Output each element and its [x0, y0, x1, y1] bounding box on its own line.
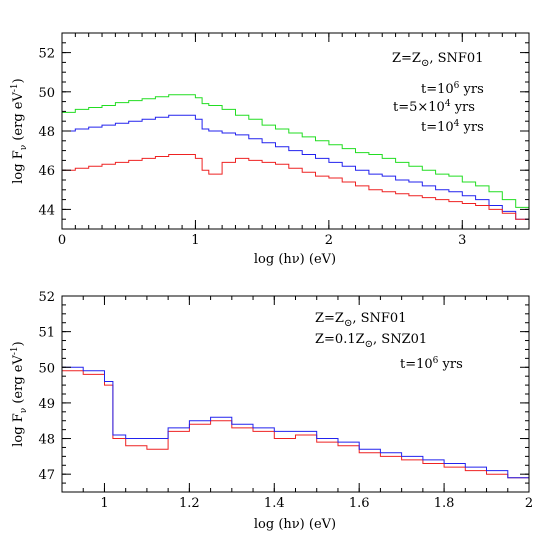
xlabel-bottom: log (hν) (eV) — [254, 517, 336, 532]
series-line-top-2 — [62, 154, 529, 227]
y-tick-label: 51 — [38, 326, 55, 341]
x-tick-label: 1.2 — [179, 496, 200, 511]
legend-top-series-1: t=5×104 yrs — [393, 99, 475, 115]
tick-layer-bottom: 1 1.2 1.4 1.6 1.8 2 47 48 49 50 51 52 — [38, 290, 533, 511]
x-tick-label: 2 — [525, 496, 533, 511]
legend-top-series-0: t=106 yrs — [421, 81, 484, 97]
legend-bottom-series-1: Z=0.1Z⊙, SNZ01 — [315, 332, 427, 350]
annotation-bottom: t=106 yrs — [400, 356, 463, 372]
y-tick-label: 48 — [38, 125, 55, 140]
y-tick-label: 50 — [38, 361, 55, 376]
chart-top: 0 1 2 3 44 46 48 50 52 log Fν (erg eV-1) log (hν… — [10, 32, 530, 267]
series-line-bottom-0 — [62, 370, 529, 485]
xlabel-top: log (hν) (eV) — [254, 252, 336, 267]
series-line-top-1 — [62, 114, 529, 227]
x-tick-label: 1.8 — [434, 496, 455, 511]
y-tick-label: 48 — [38, 433, 55, 448]
y-tick-label: 49 — [38, 397, 55, 412]
ylabel-bottom: log Fν (erg eV-1) — [10, 341, 29, 446]
tick-layer-top: 0 1 2 3 44 46 48 50 52 — [38, 32, 530, 248]
series-line-top-0 — [62, 94, 529, 218]
y-tick-label: 47 — [38, 468, 55, 483]
legend-bottom-series-0: Z=Z⊙, SNF01 — [315, 311, 406, 329]
x-tick-label: 3 — [458, 233, 466, 248]
x-tick-label: 1 — [100, 496, 108, 511]
x-tick-label: 2 — [325, 233, 333, 248]
x-tick-label: 1 — [191, 233, 199, 248]
chart-bottom: 1 1.2 1.4 1.6 1.8 2 47 48 49 50 51 52 log Fν (erg e… — [10, 290, 533, 532]
y-tick-label: 52 — [38, 290, 55, 305]
series-layer-bottom — [62, 366, 529, 485]
plot-frame-bottom — [61, 295, 530, 493]
series-layer-top — [62, 94, 529, 227]
series-line-bottom-1 — [62, 366, 529, 482]
legend-top-series-2: t=104 yrs — [421, 119, 484, 135]
x-tick-label: 1.4 — [264, 496, 285, 511]
y-tick-label: 46 — [38, 164, 55, 179]
y-tick-label: 50 — [38, 86, 55, 101]
x-tick-label: 1.6 — [349, 496, 370, 511]
y-tick-label: 52 — [38, 47, 55, 62]
ylabel-top: log Fν (erg eV-1) — [10, 78, 29, 183]
y-tick-label: 44 — [38, 203, 55, 218]
x-tick-label: 0 — [58, 233, 66, 248]
annotation-top: Z=Z⊙, SNF01 — [392, 51, 483, 69]
